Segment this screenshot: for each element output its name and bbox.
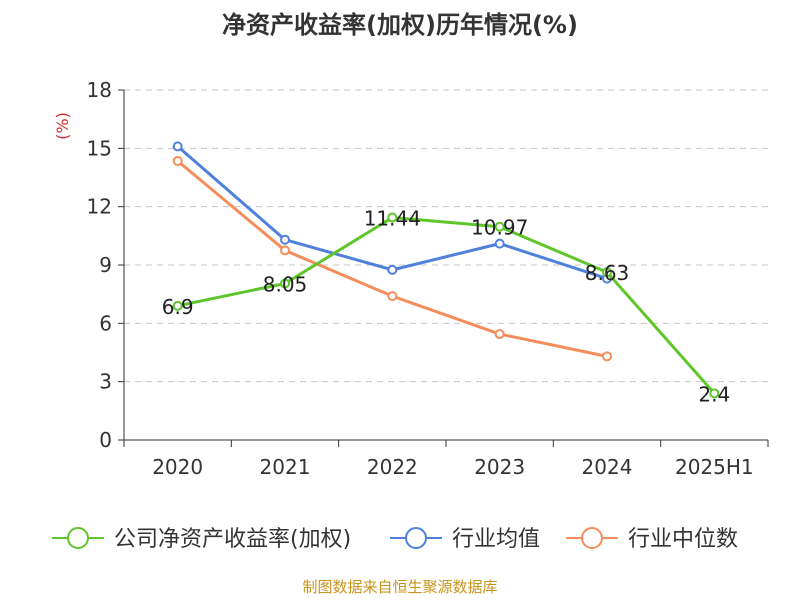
x-tick-label: 2023 <box>474 455 525 479</box>
data-point <box>172 141 183 152</box>
legend-marker <box>67 527 89 549</box>
data-point <box>280 278 290 289</box>
data-point <box>602 351 612 362</box>
legend-item-0[interactable]: 公司净资产收益率(加权) <box>52 527 351 552</box>
y-tick-label: 9 <box>99 253 112 277</box>
series-1 <box>172 141 612 284</box>
data-point <box>387 264 398 275</box>
source-note: 制图数据来自恒生聚源数据库 <box>302 578 497 596</box>
data-point <box>494 221 505 232</box>
x-tick-label: 2024 <box>582 455 633 479</box>
legend-item-1[interactable]: 行业均值 <box>390 527 540 552</box>
x-tick-label: 2021 <box>260 455 311 479</box>
data-point <box>387 291 398 302</box>
data-label: 8.63 <box>585 261 630 285</box>
data-label: 10.97 <box>471 216 528 240</box>
series-2 <box>172 155 612 362</box>
y-tick-label: 12 <box>87 195 112 219</box>
grid-lines <box>124 89 768 383</box>
legend-item-2[interactable]: 行业中位数 <box>566 527 738 552</box>
data-label: 6.9 <box>162 295 194 319</box>
legend-marker <box>405 527 427 549</box>
data-label: 8.05 <box>263 272 308 296</box>
series-0 <box>172 212 720 399</box>
data-labels: 6.9 8.05 11.44 10.97 8.63 2.4 <box>162 207 730 407</box>
legend-marker <box>581 527 603 549</box>
data-point <box>709 388 720 399</box>
x-tick-label: 2025H1 <box>675 455 754 479</box>
y-tick-label: 3 <box>99 370 112 394</box>
y-tick-label: 18 <box>87 78 112 102</box>
data-point <box>602 267 612 278</box>
y-tick-label: 15 <box>87 136 112 160</box>
data-point <box>494 238 505 249</box>
y-tick-label: 0 <box>99 428 112 452</box>
y-tick-labels: 0 3 6 9 12 15 18 <box>87 78 112 452</box>
series-lines <box>172 141 720 399</box>
data-label: 2.4 <box>698 382 730 406</box>
axes <box>118 89 769 447</box>
legend: 公司净资产收益率(加权) 行业均值 行业中位数 <box>52 527 738 552</box>
data-point <box>280 245 290 256</box>
data-point <box>172 155 183 166</box>
data-point <box>172 300 183 311</box>
series-line <box>177 216 716 395</box>
legend-label: 行业均值 <box>452 527 540 552</box>
data-point <box>280 234 290 245</box>
data-point <box>494 329 505 340</box>
x-tick-labels: 2020 2021 2022 2023 2024 2025H1 <box>152 455 753 479</box>
legend-label: 行业中位数 <box>628 527 738 552</box>
y-tick-label: 6 <box>99 311 112 335</box>
x-tick-label: 2020 <box>152 455 203 479</box>
data-point <box>387 212 398 223</box>
data-label: 11.44 <box>364 207 421 231</box>
chart-title: 净资产收益率(加权)历年情况(%) <box>222 11 578 39</box>
y-axis-label: (%) <box>53 112 72 140</box>
x-tick-label: 2022 <box>367 455 418 479</box>
legend-label: 公司净资产收益率(加权) <box>114 527 351 552</box>
